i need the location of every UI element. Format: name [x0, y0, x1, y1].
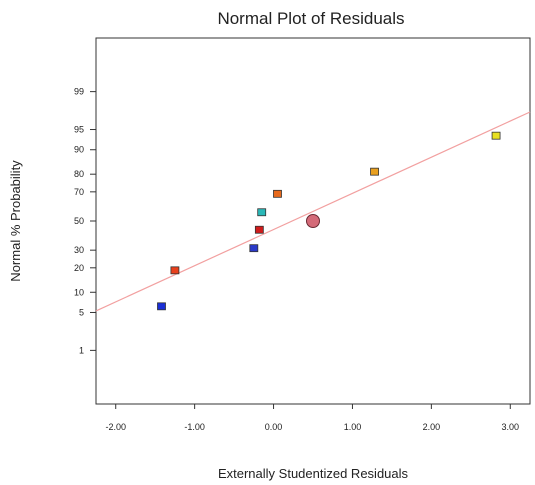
- y-tick-label: 5: [79, 307, 84, 317]
- y-tick-label: 1: [79, 345, 84, 355]
- y-axis: 1 5 10 20 30 50 70 80 90 95 99: [74, 87, 96, 355]
- y-tick-label: 30: [74, 245, 84, 255]
- y-tick-label: 95: [74, 125, 84, 135]
- reference-line-group: [95, 111, 531, 312]
- y-tick-label: 10: [74, 287, 84, 297]
- x-tick-label: 3.00: [502, 422, 520, 432]
- data-points: [157, 131, 501, 311]
- x-tick-label: -2.00: [105, 422, 126, 432]
- y-tick-label: 99: [74, 87, 84, 97]
- y-tick-label: 80: [74, 169, 84, 179]
- data-point: [170, 266, 180, 275]
- y-tick-label: 70: [74, 187, 84, 197]
- y-tick-label: 90: [74, 145, 84, 155]
- x-axis-title: Externally Studentized Residuals: [218, 466, 409, 481]
- data-point: [370, 167, 379, 176]
- x-tick-label: 2.00: [423, 422, 441, 432]
- data-point: [254, 225, 264, 234]
- chart-title: Normal Plot of Residuals: [217, 9, 404, 28]
- reference-line: [95, 111, 531, 312]
- data-point: [273, 189, 282, 198]
- x-axis: -2.00 -1.00 0.00 1.00 2.00 3.00: [105, 404, 519, 432]
- x-tick-label: 1.00: [344, 422, 362, 432]
- data-point: [157, 302, 166, 311]
- data-point: [257, 208, 267, 217]
- data-point: [249, 244, 259, 253]
- data-point: [491, 131, 501, 140]
- data-point-circle: [306, 214, 320, 228]
- y-axis-title: Normal % Probability: [8, 160, 23, 282]
- x-tick-label: 0.00: [265, 422, 283, 432]
- y-tick-label: 50: [74, 216, 84, 226]
- y-tick-label: 20: [74, 263, 84, 273]
- x-tick-label: -1.00: [184, 422, 205, 432]
